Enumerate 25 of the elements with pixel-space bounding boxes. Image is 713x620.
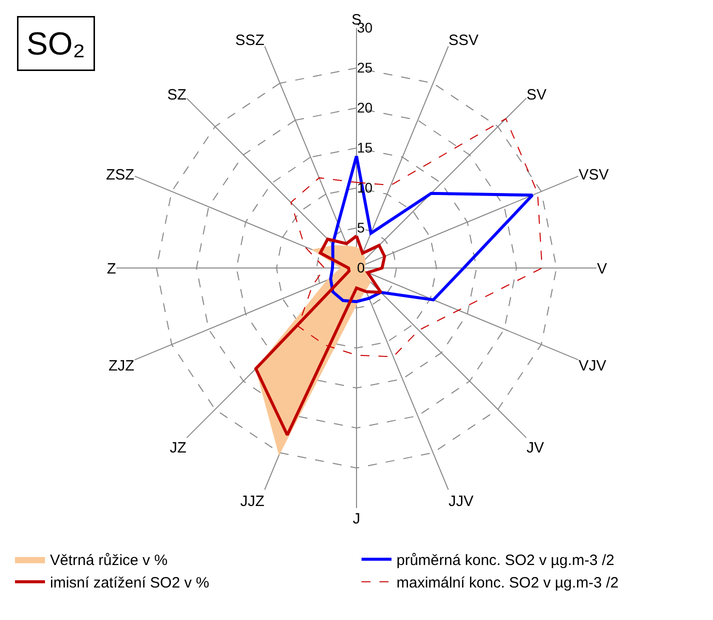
- spoke-label: JV: [526, 439, 544, 456]
- legend-label: průměrná konc. SO2 v µg.m-3 /2: [396, 552, 614, 570]
- chart-title: SO₂: [26, 26, 86, 62]
- y-tick-label: 20: [357, 100, 373, 116]
- spoke-label: SZ: [167, 86, 186, 104]
- spoke-label: VSV: [578, 166, 609, 184]
- spoke-label: SSV: [448, 32, 479, 50]
- legend-label: maximální konc. SO2 v µg.m-3 /2: [396, 574, 619, 592]
- y-tick-label: 0: [357, 260, 365, 276]
- spoke-label: ZJZ: [108, 358, 134, 375]
- spoke-label: ZSZ: [106, 166, 134, 184]
- spoke-label: JJV: [448, 493, 474, 510]
- legend-label: Větrná růžice v %: [50, 552, 168, 570]
- spoke-label: SSZ: [235, 32, 264, 50]
- spoke-label: V: [597, 260, 608, 278]
- y-tick-label: 5: [357, 220, 365, 236]
- spoke-label: J: [352, 510, 360, 528]
- spoke-label: JZ: [170, 439, 186, 456]
- spoke-label: Z: [106, 260, 116, 278]
- legend-label: imisní zatížení SO2 v %: [50, 574, 210, 592]
- spoke-label: SV: [526, 86, 547, 104]
- spoke-label: VJV: [578, 358, 606, 375]
- y-tick-label: 25: [357, 60, 373, 76]
- spoke-label: JJZ: [240, 493, 264, 510]
- y-tick-label: 15: [357, 140, 373, 156]
